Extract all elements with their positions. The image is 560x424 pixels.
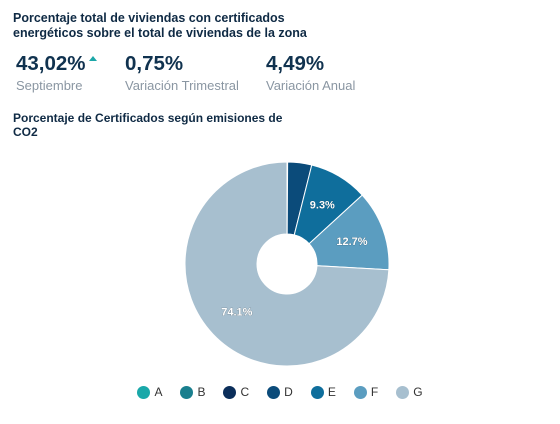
legend-swatch: [180, 385, 194, 399]
chart-legend: A B C D E F G: [0, 385, 560, 399]
legend-swatch: [223, 385, 237, 399]
legend-item-b[interactable]: B: [180, 385, 205, 399]
legend-swatch: [353, 385, 367, 399]
slice-g[interactable]: [184, 161, 390, 367]
data-label-g: 74.1%: [221, 306, 252, 318]
legend-label: D: [284, 385, 293, 399]
legend-label: A: [154, 385, 163, 399]
legend-label: B: [197, 385, 206, 399]
data-label-f: 12.7%: [336, 236, 367, 248]
chart-title: Porcentaje de Certificados según emision…: [13, 111, 283, 139]
stat-annual-variation: 4,49% Variación Anual: [266, 52, 355, 94]
stat-label: Septiembre: [16, 78, 83, 93]
stat-quarterly-variation: 0,75% Variación Trimestral: [125, 52, 239, 94]
legend-item-e[interactable]: E: [310, 385, 336, 399]
legend-item-f[interactable]: F: [353, 385, 379, 399]
legend-item-a[interactable]: A: [137, 385, 162, 399]
legend-label: E: [327, 385, 336, 399]
legend-swatch: [267, 385, 281, 399]
stat-value: 43,02%: [16, 52, 86, 75]
legend-swatch: [396, 385, 410, 399]
stat-value: 4,49%: [266, 52, 325, 75]
stat-label: Variación Anual: [266, 78, 356, 93]
legend-label: C: [240, 385, 250, 399]
legend-label: G: [413, 385, 423, 399]
legend-label: F: [370, 385, 379, 399]
legend-item-d[interactable]: D: [267, 385, 293, 399]
trend-up-icon: [88, 56, 97, 62]
legend-swatch: [310, 385, 324, 399]
legend-item-g[interactable]: G: [396, 385, 423, 399]
page-title: Porcentaje total de viviendas con certif…: [13, 11, 307, 40]
stat-label: Variación Trimestral: [125, 78, 239, 93]
stat-value: 0,75%: [125, 52, 184, 75]
stat-september: 43,02% Septiembre: [16, 52, 97, 94]
legend-item-c[interactable]: C: [223, 385, 249, 399]
legend-swatch: [137, 385, 151, 399]
data-label-e: 9.3%: [310, 200, 335, 212]
